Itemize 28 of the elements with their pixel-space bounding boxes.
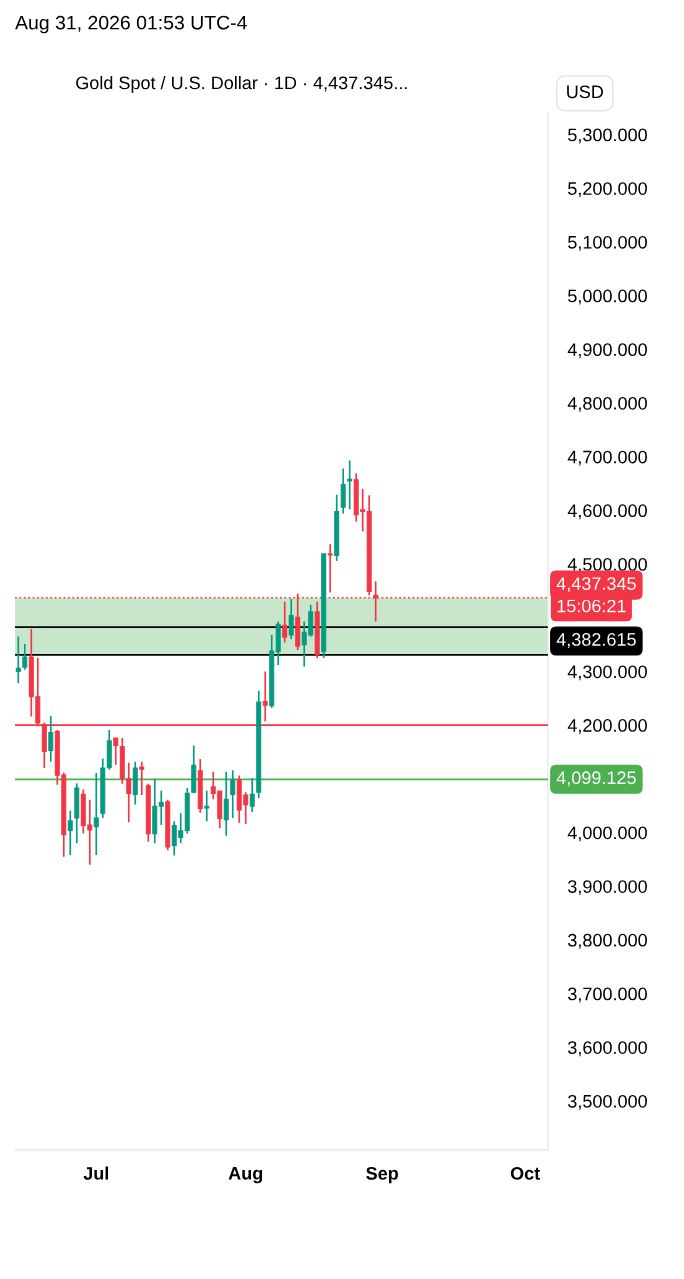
x-tick-label: Sep <box>366 1166 398 1184</box>
y-tick-label: 5,200.000 <box>568 182 647 198</box>
x-tick-label: Jul <box>83 1166 109 1180</box>
y-tick-label: 3,700.000 <box>568 987 647 1003</box>
ref-line-label: 4,099.125 <box>556 771 636 787</box>
y-tick-label: 5,300.000 <box>568 128 647 144</box>
y-tick-label: 4,000.000 <box>567 826 647 842</box>
y-tick-label: 4,500.000 <box>567 558 647 573</box>
y-tick-label: 5,100.000 <box>568 235 647 251</box>
y-tick-label: 4,700.000 <box>567 450 647 466</box>
y-tick-label: 3,800.000 <box>568 933 647 949</box>
y-tick-label: 4,200.000 <box>567 719 647 734</box>
y-tick-label: 4,800.000 <box>567 396 647 412</box>
text: USD <box>567 85 604 99</box>
text: 15:06:21 <box>557 599 626 613</box>
x-tick-label: Aug <box>228 1167 263 1184</box>
y-tick-label: 4,600.000 <box>567 504 647 520</box>
ref-line-label: 4,437.345 <box>556 577 636 593</box>
y-tick-label: 3,900.000 <box>568 880 647 896</box>
ref-line-label: 4,382.615 <box>556 633 636 648</box>
x-tick-label: Oct <box>510 1166 540 1180</box>
y-tick-label: 3,500.000 <box>568 1094 647 1110</box>
y-tick-label: 4,300.000 <box>567 665 647 681</box>
chart-subtitle: Aug 31, 2026 01:53 UTC-4 <box>15 15 247 34</box>
y-tick-label: 5,000.000 <box>568 289 647 305</box>
y-tick-label: 4,900.000 <box>567 343 647 359</box>
chart-title: Gold Spot / U.S. Dollar · 1D · 4,437.345... <box>76 76 407 93</box>
y-tick-label: 3,600.000 <box>568 1041 647 1057</box>
